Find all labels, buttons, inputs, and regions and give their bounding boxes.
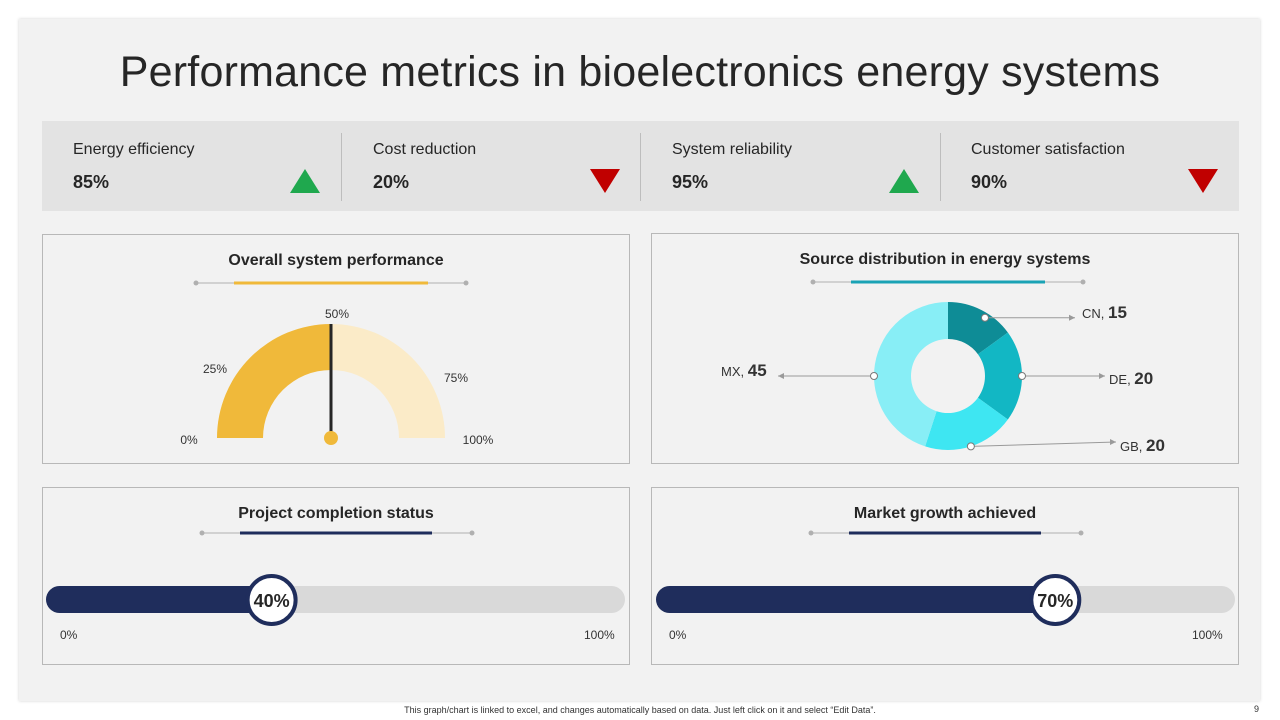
kpi-label: System reliability xyxy=(672,141,793,158)
donut-leaders xyxy=(778,313,1117,451)
donut-slice-mx xyxy=(874,302,948,447)
progress-knob xyxy=(245,574,298,626)
underline-dot-right xyxy=(463,280,469,286)
progress-title: Market growth achieved xyxy=(853,505,1037,522)
donut-chart: CN, 15 DE, 20 GB, 20 MX, 45 xyxy=(721,279,1165,455)
project-completion-panel: Project completion status 40% 0% 100% xyxy=(42,487,630,665)
donut-label-cn: CN, 15 xyxy=(1082,303,1127,322)
kpi-card: Customer satisfaction 90% xyxy=(940,121,1239,211)
donut-label-value: 15 xyxy=(1108,303,1127,322)
gauge-tick-label: 50% xyxy=(325,307,349,321)
progress-chart: 40% xyxy=(46,530,625,626)
kpi-divider xyxy=(341,133,342,201)
donut-panel: Source distribution in energy systems CN… xyxy=(651,233,1239,464)
kpi-card: System reliability 95% xyxy=(641,121,940,211)
donut-title: Source distribution in energy systems xyxy=(799,251,1091,268)
gauge-fill xyxy=(217,324,331,438)
gauge-tick-label: 100% xyxy=(463,433,494,447)
progress-chart: 70% xyxy=(656,530,1235,626)
donut-label-value: 45 xyxy=(748,361,767,380)
kpi-value: 90% xyxy=(971,172,1008,192)
donut-leader-arrow xyxy=(1110,439,1116,445)
progress-value-label: 70% xyxy=(1037,591,1073,611)
kpi-value: 85% xyxy=(73,172,110,192)
donut-slice-de xyxy=(977,332,1022,420)
trend-up-shape xyxy=(290,169,320,193)
gauge-tick-label: 0% xyxy=(180,433,198,447)
kpi-card: Energy efficiency 85% xyxy=(42,121,341,211)
progress-max-label: 100% xyxy=(584,628,615,642)
kpi-label: Cost reduction xyxy=(373,141,477,158)
trend-up-icon xyxy=(290,169,320,193)
page-number: 9 xyxy=(1254,704,1260,714)
kpi-label: Energy efficiency xyxy=(73,141,195,158)
donut-leader-dot xyxy=(1018,372,1026,380)
donut-leader-arrow xyxy=(1099,373,1105,379)
donut-leader-dot xyxy=(966,442,975,451)
gauge-chart: 0% 25% 50% 75% 100% xyxy=(180,280,494,447)
progress-fill xyxy=(656,586,1062,613)
donut-leader-dot xyxy=(870,372,878,380)
donut-label-sep: , xyxy=(1139,439,1146,454)
kpi-value: 20% xyxy=(373,172,410,192)
underline-dot-left xyxy=(808,530,814,536)
progress-max-label: 100% xyxy=(1192,628,1223,642)
trend-up-shape xyxy=(889,169,919,193)
donut-label-sep: , xyxy=(1101,306,1108,321)
progress-title: Project completion status xyxy=(238,505,434,522)
donut-label-name: GB xyxy=(1120,439,1139,454)
donut-leader-arrow xyxy=(1069,314,1075,321)
kpi-label: Customer satisfaction xyxy=(971,141,1125,158)
donut-label-gb: GB, 20 xyxy=(1120,436,1165,455)
donut-label-value: 20 xyxy=(1134,369,1153,388)
trend-down-shape xyxy=(1188,169,1218,193)
progress-fill xyxy=(46,586,278,613)
kpi-divider xyxy=(640,133,641,201)
underline-dot-right xyxy=(469,530,475,536)
donut-slice-cn xyxy=(948,302,1008,355)
kpi-card: Cost reduction 20% xyxy=(342,121,641,211)
gauge-needle-hub xyxy=(324,431,338,445)
underline-dot-left xyxy=(199,530,205,536)
trend-down-shape xyxy=(590,169,620,193)
progress-min-label: 0% xyxy=(60,628,78,642)
donut-leader-arrow xyxy=(778,373,784,379)
donut-label-de: DE, 20 xyxy=(1109,369,1153,388)
kpi-value: 95% xyxy=(672,172,709,192)
progress-value-label: 40% xyxy=(254,591,290,611)
donut-label-name: DE xyxy=(1109,372,1127,387)
underline-dot-left xyxy=(193,280,199,286)
donut-leader-line xyxy=(970,441,1117,447)
footer-note: This graph/chart is linked to excel, and… xyxy=(404,705,876,715)
kpi-bar: Energy efficiency 85% Cost reduction 20%… xyxy=(42,121,1239,211)
donut-label-name: CN xyxy=(1082,306,1101,321)
donut-slices xyxy=(874,302,1022,450)
progress-min-label: 0% xyxy=(669,628,687,642)
gauge-panel: Overall system performance 0% 25% 50% 75… xyxy=(42,234,630,464)
trend-down-icon xyxy=(1188,169,1218,193)
donut-label-sep: , xyxy=(1127,372,1134,387)
kpi-divider xyxy=(940,133,941,201)
trend-up-icon xyxy=(889,169,919,193)
donut-slice-gb xyxy=(925,397,1008,450)
donut-label-name: MX xyxy=(721,364,741,379)
progress-knob xyxy=(1029,574,1082,626)
underline-dot-right xyxy=(1080,279,1086,285)
gauge-tick-label: 75% xyxy=(444,371,468,385)
donut-label-mx: MX, 45 xyxy=(721,361,767,380)
donut-leader-dot xyxy=(980,313,989,322)
gauge-title: Overall system performance xyxy=(228,252,444,269)
underline-dot-left xyxy=(810,279,816,285)
market-growth-panel: Market growth achieved 70% 0% 100% xyxy=(651,487,1239,665)
gauge-tick-label: 25% xyxy=(203,362,227,376)
underline-dot-right xyxy=(1078,530,1084,536)
trend-down-icon xyxy=(590,169,620,193)
page-title: Performance metrics in bioelectronics en… xyxy=(119,48,1161,96)
donut-label-value: 20 xyxy=(1146,436,1165,455)
donut-label-sep: , xyxy=(741,364,748,379)
